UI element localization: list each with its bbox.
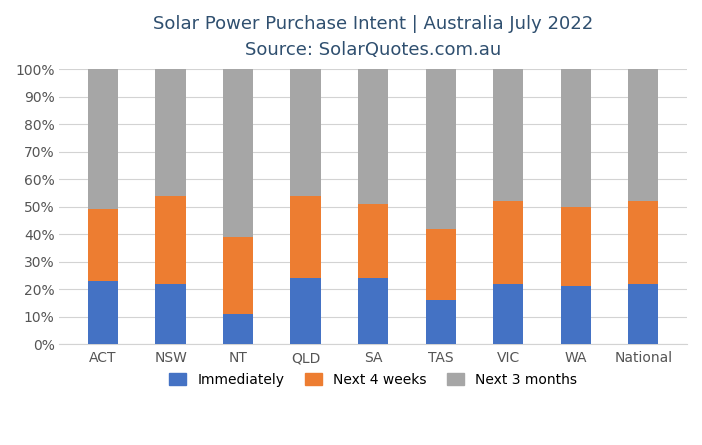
Bar [88,281,118,344]
Bar [493,201,524,283]
Bar [223,314,253,344]
Bar [425,300,456,344]
Bar [493,69,524,201]
Bar [493,283,524,344]
Title: Solar Power Purchase Intent | Australia July 2022
Source: SolarQuotes.com.au: Solar Power Purchase Intent | Australia … [153,15,593,59]
Bar [561,287,591,344]
Bar [88,210,118,281]
Bar [358,278,388,344]
Bar [561,69,591,207]
Bar [425,69,456,229]
Bar [88,69,118,210]
Bar [155,283,186,344]
Bar [425,229,456,300]
Bar [291,278,321,344]
Bar [291,69,321,196]
Bar [358,69,388,204]
Bar [291,196,321,278]
Bar [155,69,186,196]
Bar [358,204,388,278]
Legend: Immediately, Next 4 weeks, Next 3 months: Immediately, Next 4 weeks, Next 3 months [169,372,577,387]
Bar [628,201,658,283]
Bar [628,69,658,201]
Bar [628,283,658,344]
Bar [561,207,591,287]
Bar [223,69,253,237]
Bar [155,196,186,283]
Bar [223,237,253,314]
